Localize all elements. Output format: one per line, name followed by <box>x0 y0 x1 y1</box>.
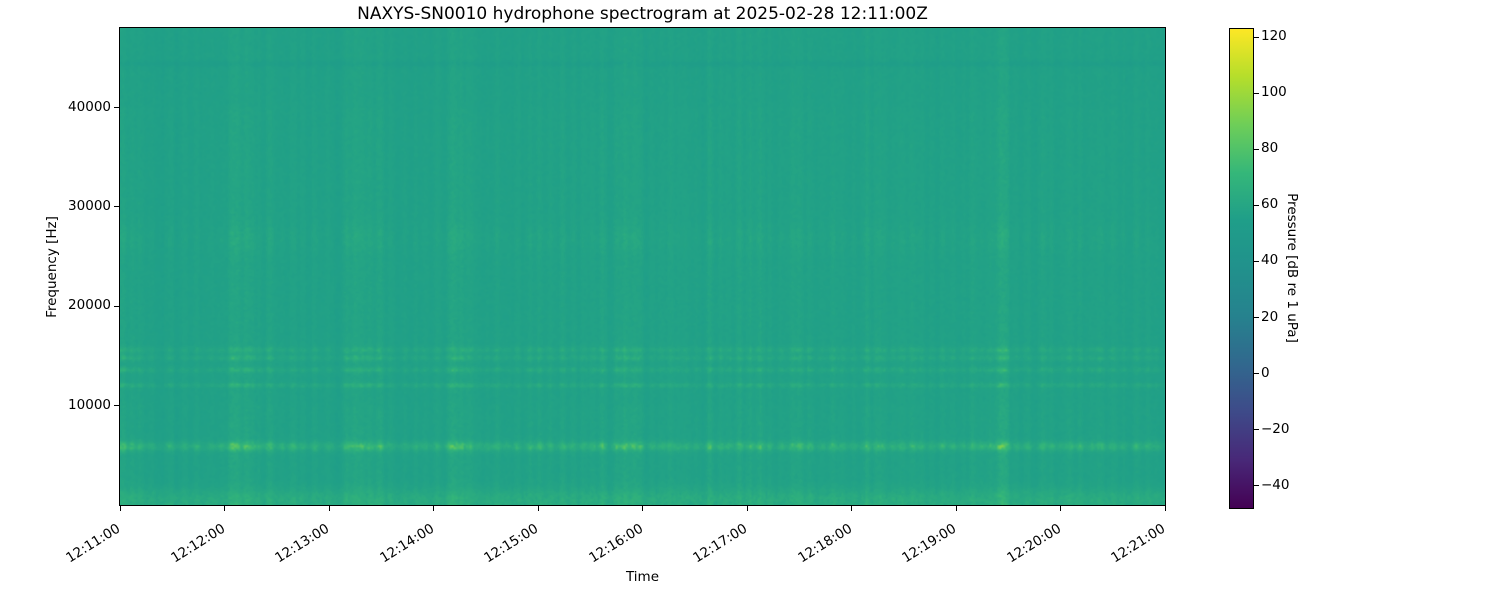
plot-area <box>119 27 1166 506</box>
x-tick-label: 12:11:00 <box>63 520 124 567</box>
y-tick-mark <box>114 206 119 208</box>
y-tick-mark <box>114 107 119 108</box>
x-tick-mark <box>1164 506 1166 511</box>
colorbar-tick-mark <box>1254 92 1259 94</box>
y-tick-label: 10000 <box>68 396 111 413</box>
spectrogram-canvas <box>120 28 1165 505</box>
x-tick-mark <box>851 506 852 511</box>
colorbar-tick-mark <box>1254 204 1259 206</box>
x-tick-label: 12:19:00 <box>899 520 960 567</box>
x-tick-mark <box>328 506 330 511</box>
colorbar-tick-label: 40 <box>1261 252 1279 269</box>
colorbar-tick-label: −20 <box>1261 420 1290 437</box>
y-tick-mark <box>114 305 119 307</box>
x-tick-mark <box>119 506 121 511</box>
x-tick-mark <box>955 506 957 511</box>
y-tick-label: 40000 <box>68 98 111 115</box>
y-axis-label: Frequency [Hz] <box>44 216 60 318</box>
colorbar-tick-mark <box>1254 373 1259 375</box>
colorbar-tick-mark <box>1254 148 1259 150</box>
y-tick-mark <box>114 405 119 407</box>
colorbar-tick-label: 80 <box>1261 140 1279 157</box>
plot-title: NAXYS-SN0010 hydrophone spectrogram at 2… <box>357 4 928 24</box>
colorbar-tick-mark <box>1254 36 1259 38</box>
colorbar <box>1229 28 1254 509</box>
y-tick-label: 20000 <box>68 297 111 314</box>
colorbar-label: Pressure [dB re 1 uPa] <box>1284 193 1300 343</box>
x-tick-mark <box>642 506 643 511</box>
y-tick-label: 30000 <box>68 197 111 214</box>
colorbar-tick-label: 120 <box>1261 28 1287 45</box>
x-tick-mark <box>746 506 748 511</box>
x-axis-label: Time <box>625 569 660 585</box>
x-tick-label: 12:20:00 <box>1004 520 1064 567</box>
x-tick-label: 12:17:00 <box>690 520 751 567</box>
x-tick-label: 12:14:00 <box>377 520 437 567</box>
colorbar-tick-label: 0 <box>1261 364 1270 381</box>
colorbar-tick-mark <box>1254 485 1259 487</box>
x-tick-label: 12:12:00 <box>168 520 228 567</box>
x-tick-label: 12:15:00 <box>481 520 542 567</box>
colorbar-tick-mark <box>1254 429 1259 431</box>
x-tick-label: 12:13:00 <box>272 520 333 567</box>
colorbar-tick-mark <box>1254 317 1259 319</box>
colorbar-tick-label: 100 <box>1261 84 1287 101</box>
x-tick-mark <box>537 506 539 511</box>
x-tick-label: 12:16:00 <box>586 520 646 567</box>
colorbar-tick-label: 20 <box>1261 308 1279 325</box>
x-tick-mark <box>433 506 434 511</box>
x-tick-label: 12:21:00 <box>1108 520 1169 567</box>
x-tick-mark <box>224 506 225 511</box>
colorbar-tick-mark <box>1254 260 1259 262</box>
x-tick-label: 12:18:00 <box>795 520 855 567</box>
colorbar-tick-label: 60 <box>1261 196 1279 213</box>
colorbar-gradient <box>1230 29 1253 508</box>
x-tick-mark <box>1060 506 1061 511</box>
colorbar-tick-label: −40 <box>1261 476 1290 493</box>
